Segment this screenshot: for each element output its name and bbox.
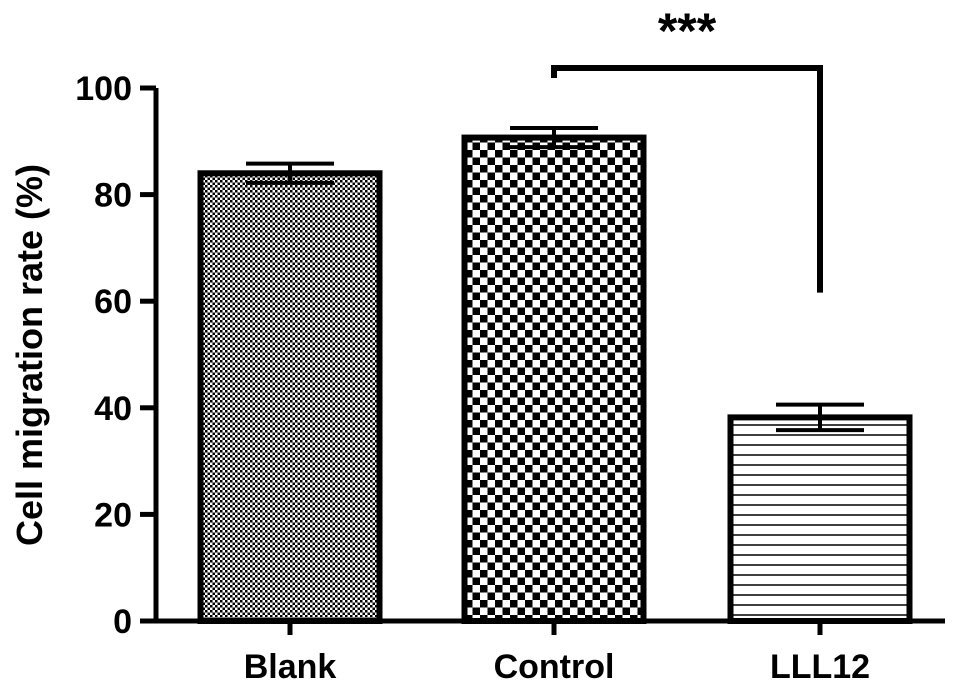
x-axis-ticks: Blank Control LLL12 — [244, 621, 870, 686]
y-axis-ticks: 0 20 40 60 80 100 — [75, 70, 156, 641]
x-tick-label-control: Control — [494, 648, 615, 686]
bars-group — [197, 134, 913, 625]
significance-stars: *** — [658, 3, 717, 59]
x-tick-label-lll12: LLL12 — [770, 648, 870, 686]
y-tick-label: 40 — [94, 390, 132, 428]
bar-blank — [197, 170, 383, 624]
y-tick-label: 100 — [75, 70, 132, 108]
y-tick-label: 80 — [94, 177, 132, 215]
x-tick-label-blank: Blank — [244, 648, 337, 686]
bar-control — [461, 134, 647, 624]
y-tick-label: 20 — [94, 496, 132, 534]
significance-annotations: *** — [551, 3, 823, 293]
y-axis-label: Cell migration rate (%) — [9, 164, 50, 546]
bar-lll12 — [727, 414, 913, 625]
y-tick-label: 0 — [113, 603, 132, 641]
y-tick-label: 60 — [94, 283, 132, 321]
significance-bracket — [551, 65, 823, 293]
error-bars-group — [246, 125, 864, 433]
